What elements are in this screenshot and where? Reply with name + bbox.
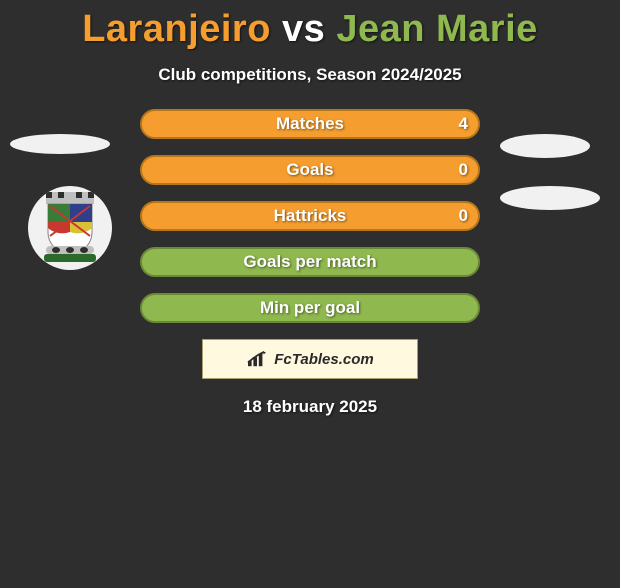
- brand-chart-icon: [246, 350, 268, 368]
- subtitle: Club competitions, Season 2024/2025: [0, 65, 620, 85]
- bar-label: Min per goal: [140, 293, 480, 323]
- vs-text: vs: [282, 8, 325, 50]
- brand-box: FcTables.com: [202, 339, 418, 379]
- stat-row: Goals0: [140, 155, 480, 185]
- club-crest: [28, 186, 112, 270]
- bar-value: 0: [459, 201, 468, 231]
- stat-row: Min per goal: [140, 293, 480, 323]
- stat-row: Goals per match: [140, 247, 480, 277]
- bar-label: Goals per match: [140, 247, 480, 277]
- date-line: 18 february 2025: [0, 397, 620, 417]
- brand-text: FcTables.com: [274, 351, 373, 368]
- placeholder-oval: [500, 186, 600, 210]
- bar-value: 0: [459, 155, 468, 185]
- bar-label: Hattricks: [140, 201, 480, 231]
- placeholder-oval: [500, 134, 590, 158]
- page-title: Laranjeiro vs Jean Marie: [0, 8, 620, 51]
- crest-water: [44, 254, 96, 262]
- stat-row: Hattricks0: [140, 201, 480, 231]
- stats-bars: Matches4Goals0Hattricks0Goals per matchM…: [140, 109, 480, 323]
- player1-name: Laranjeiro: [82, 8, 271, 50]
- placeholder-oval: [10, 134, 110, 154]
- crest-icon: [40, 192, 100, 264]
- bar-label: Matches: [140, 109, 480, 139]
- stat-row: Matches4: [140, 109, 480, 139]
- bar-label: Goals: [140, 155, 480, 185]
- bar-value: 4: [459, 109, 468, 139]
- crest-castle: [46, 192, 94, 204]
- player2-name: Jean Marie: [336, 8, 537, 50]
